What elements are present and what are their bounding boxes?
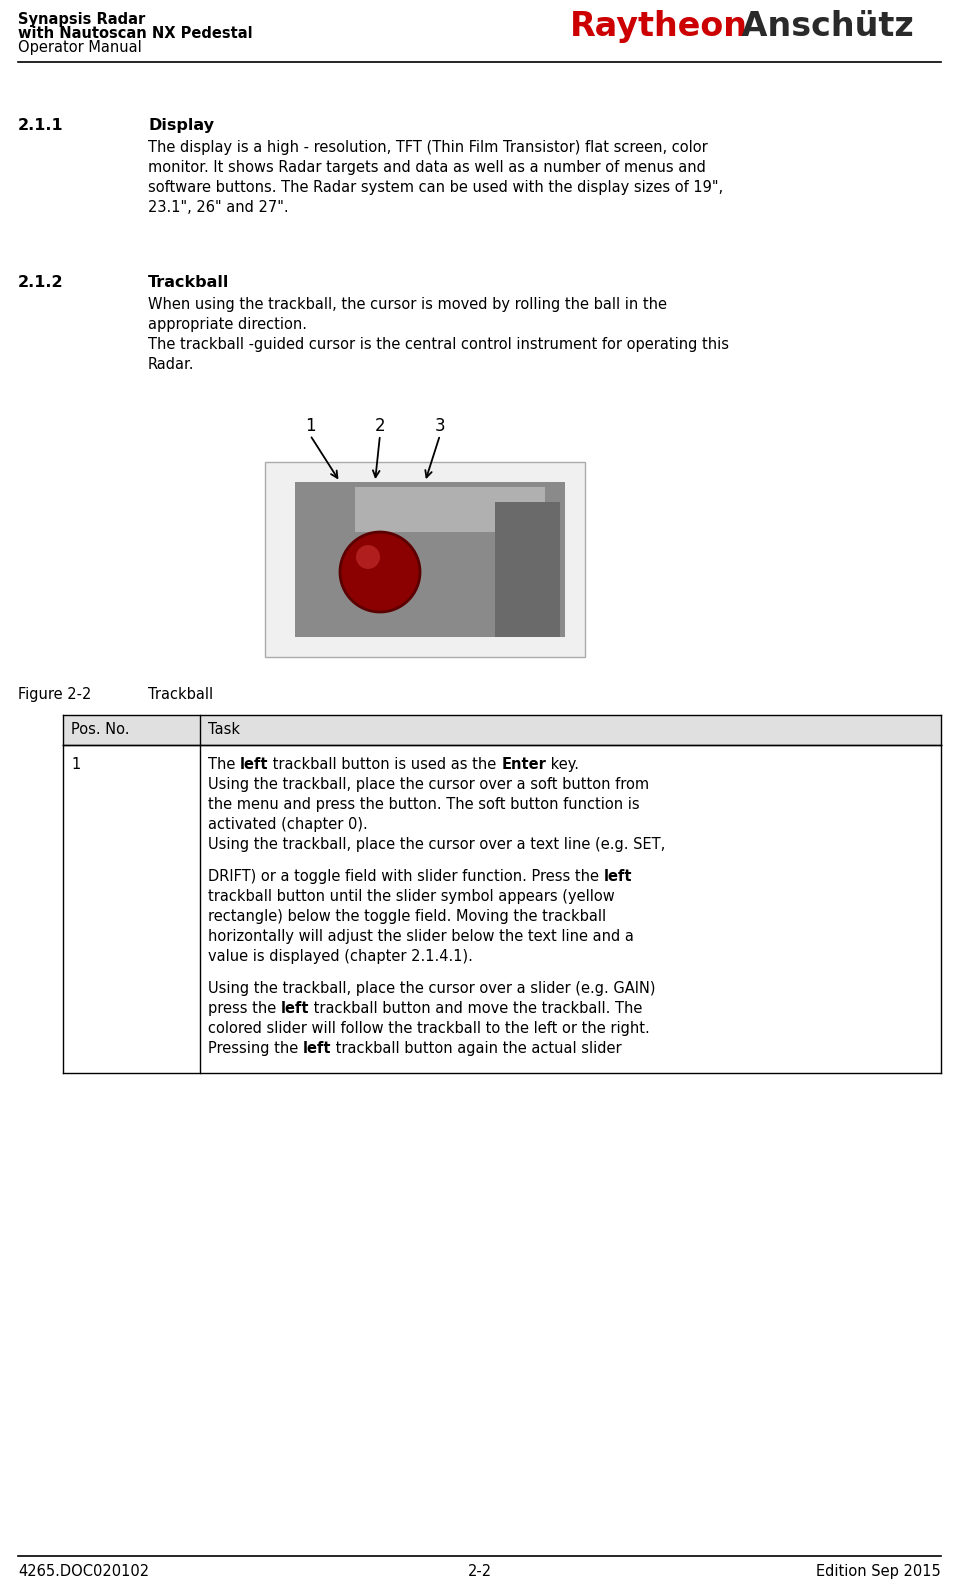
Text: 4265.DOC020102: 4265.DOC020102 bbox=[18, 1564, 150, 1578]
Text: Pressing the: Pressing the bbox=[208, 1041, 303, 1056]
Text: appropriate direction.: appropriate direction. bbox=[148, 317, 307, 333]
Text: monitor. It shows Radar targets and data as well as a number of menus and: monitor. It shows Radar targets and data… bbox=[148, 161, 706, 175]
Text: press the: press the bbox=[208, 1001, 281, 1017]
Text: trackball button again the actual slider: trackball button again the actual slider bbox=[332, 1041, 622, 1056]
Text: Operator Manual: Operator Manual bbox=[18, 40, 142, 56]
Text: Figure 2-2: Figure 2-2 bbox=[18, 687, 91, 702]
Text: DRIFT) or a toggle field with slider function. Press the: DRIFT) or a toggle field with slider fun… bbox=[208, 869, 603, 885]
Text: 2-2: 2-2 bbox=[468, 1564, 492, 1578]
Text: horizontally will adjust the slider below the text line and a: horizontally will adjust the slider belo… bbox=[208, 929, 634, 943]
Text: left: left bbox=[303, 1041, 332, 1056]
Text: 2.1.1: 2.1.1 bbox=[18, 118, 63, 134]
Text: Task: Task bbox=[208, 722, 240, 737]
Text: left: left bbox=[240, 757, 269, 772]
Text: 3: 3 bbox=[434, 417, 445, 434]
Bar bbox=[265, 461, 585, 657]
Text: Radar.: Radar. bbox=[148, 356, 195, 372]
Circle shape bbox=[356, 546, 380, 570]
Text: Using the trackball, place the cursor over a slider (e.g. GAIN): Using the trackball, place the cursor ov… bbox=[208, 982, 656, 996]
Text: Raytheon: Raytheon bbox=[570, 10, 748, 43]
Text: left: left bbox=[281, 1001, 310, 1017]
Text: trackball button and move the trackball. The: trackball button and move the trackball.… bbox=[310, 1001, 643, 1017]
Text: Synapsis Radar: Synapsis Radar bbox=[18, 13, 145, 27]
Text: Using the trackball, place the cursor over a text line (e.g. SET,: Using the trackball, place the cursor ov… bbox=[208, 837, 666, 853]
Text: trackball button until the slider symbol appears (yellow: trackball button until the slider symbol… bbox=[208, 889, 615, 904]
Text: The trackball -guided cursor is the central control instrument for operating thi: The trackball -guided cursor is the cent… bbox=[148, 337, 729, 352]
Circle shape bbox=[340, 531, 420, 613]
Text: When using the trackball, the cursor is moved by rolling the ball in the: When using the trackball, the cursor is … bbox=[148, 298, 667, 312]
Text: key.: key. bbox=[547, 757, 579, 772]
Text: The: The bbox=[208, 757, 240, 772]
Text: activated (chapter 0).: activated (chapter 0). bbox=[208, 818, 367, 832]
Text: Pos. No.: Pos. No. bbox=[71, 722, 129, 737]
Text: Anschütz: Anschütz bbox=[730, 10, 914, 43]
Text: 1: 1 bbox=[305, 417, 316, 434]
Text: with Nautoscan NX Pedestal: with Nautoscan NX Pedestal bbox=[18, 25, 252, 41]
Text: software buttons. The Radar system can be used with the display sizes of 19",: software buttons. The Radar system can b… bbox=[148, 180, 723, 196]
Text: 1: 1 bbox=[71, 757, 81, 772]
Text: 23.1", 26" and 27".: 23.1", 26" and 27". bbox=[148, 200, 289, 215]
Bar bbox=[355, 487, 545, 531]
Text: Trackball: Trackball bbox=[148, 687, 213, 702]
Text: rectangle) below the toggle field. Moving the trackball: rectangle) below the toggle field. Movin… bbox=[208, 908, 606, 924]
Text: 2: 2 bbox=[375, 417, 386, 434]
Bar bbox=[495, 503, 560, 636]
Text: trackball button is used as the: trackball button is used as the bbox=[269, 757, 502, 772]
Text: 2.1.2: 2.1.2 bbox=[18, 275, 63, 290]
Text: Display: Display bbox=[148, 118, 214, 134]
Text: colored slider will follow the trackball to the left or the right.: colored slider will follow the trackball… bbox=[208, 1021, 650, 1036]
Text: Using the trackball, place the cursor over a soft button from: Using the trackball, place the cursor ov… bbox=[208, 776, 649, 792]
Text: Edition Sep 2015: Edition Sep 2015 bbox=[816, 1564, 941, 1578]
Text: the menu and press the button. The soft button function is: the menu and press the button. The soft … bbox=[208, 797, 640, 811]
Text: left: left bbox=[603, 869, 632, 885]
Text: Trackball: Trackball bbox=[148, 275, 229, 290]
Bar bbox=[295, 482, 565, 636]
Bar bbox=[63, 714, 941, 745]
Text: Enter: Enter bbox=[502, 757, 547, 772]
Text: The display is a high - resolution, TFT (Thin Film Transistor) flat screen, colo: The display is a high - resolution, TFT … bbox=[148, 140, 708, 154]
Text: value is displayed (chapter 2.1.4.1).: value is displayed (chapter 2.1.4.1). bbox=[208, 948, 473, 964]
